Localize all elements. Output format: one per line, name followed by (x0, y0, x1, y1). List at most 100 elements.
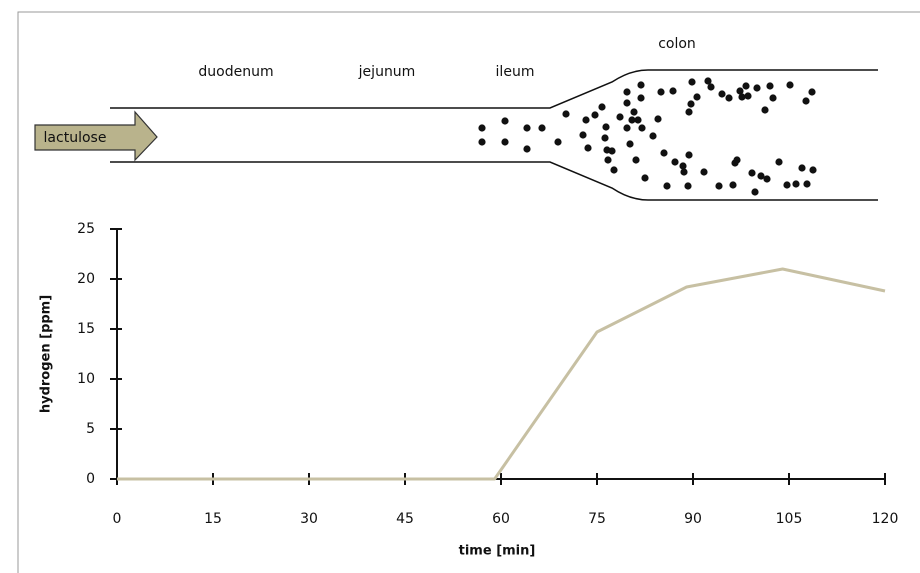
bacterium (523, 145, 530, 152)
bacterium (660, 149, 667, 156)
bacterium (608, 147, 615, 154)
bacterium (803, 180, 810, 187)
bacterium (663, 182, 670, 189)
bacterium (579, 131, 586, 138)
figure: lactulose duodenum jejunum ileum colon t… (0, 0, 920, 573)
x-tick-label: 120 (872, 511, 899, 527)
bacterium (742, 82, 749, 89)
intestine-diagram: lactulose duodenum jejunum ileum colon (35, 36, 878, 200)
y-tick-label: 20 (77, 271, 95, 287)
bacterium (501, 138, 508, 145)
bacterium (602, 123, 609, 130)
segment-label: ileum (496, 64, 535, 80)
page: lactulose duodenum jejunum ileum colon t… (0, 0, 920, 573)
y-tick-label: 15 (77, 321, 95, 337)
bacterium (601, 134, 608, 141)
bacterium (729, 181, 736, 188)
bacterium (809, 166, 816, 173)
bacterium (623, 88, 630, 95)
bacterium (738, 93, 745, 100)
frame (18, 12, 920, 573)
x-tick-label: 15 (204, 511, 222, 527)
x-tick-label: 45 (396, 511, 414, 527)
x-tick-label: 60 (492, 511, 510, 527)
bacterium (693, 93, 700, 100)
y-tick-label: 5 (86, 421, 95, 437)
bacterium (538, 124, 545, 131)
bacterium (623, 99, 630, 106)
bacterium (554, 138, 561, 145)
bacterium (798, 164, 805, 171)
bacterium (707, 83, 714, 90)
bacterium (685, 151, 692, 158)
bacterium (671, 158, 678, 165)
bacterium (725, 94, 732, 101)
tube-bottom (110, 162, 878, 200)
bacterium (733, 156, 740, 163)
bacterium (582, 116, 589, 123)
bacterium (792, 180, 799, 187)
substance-label: lactulose (44, 130, 107, 146)
bacterium (638, 124, 645, 131)
bacterium (478, 124, 485, 131)
bacterium (684, 182, 691, 189)
bacterium (751, 188, 758, 195)
bacterium (802, 97, 809, 104)
bacterium (808, 88, 815, 95)
bacterium (744, 92, 751, 99)
bacterium (562, 110, 569, 117)
bacterium (584, 144, 591, 151)
bacterium (763, 175, 770, 182)
bacterium (700, 168, 707, 175)
bacterium (687, 100, 694, 107)
bacterium (748, 169, 755, 176)
segment-label: jejunum (358, 64, 416, 80)
data-line (117, 269, 885, 479)
bacterium (598, 103, 605, 110)
bacterium (766, 82, 773, 89)
bacterium (501, 117, 508, 124)
x-tick-label: 90 (684, 511, 702, 527)
y-tick-label: 0 (86, 471, 95, 487)
bacterium (649, 132, 656, 139)
x-tick-label: 0 (113, 511, 122, 527)
bacterium (523, 124, 530, 131)
x-tick-label: 105 (776, 511, 803, 527)
bacterium (685, 108, 692, 115)
segment-label: colon (658, 36, 696, 52)
bacterium (616, 113, 623, 120)
bacterium (623, 124, 630, 131)
bacterium (786, 81, 793, 88)
x-axis-title: time [min] (459, 544, 536, 559)
bacterium (669, 87, 676, 94)
bacterium (715, 182, 722, 189)
bacterium (637, 94, 644, 101)
bacterium (604, 156, 611, 163)
bacterium (591, 111, 598, 118)
bacterium (478, 138, 485, 145)
bacterium (679, 162, 686, 169)
bacterium (630, 108, 637, 115)
bacterium (775, 158, 782, 165)
bacterium (637, 81, 644, 88)
segment-label: duodenum (198, 64, 273, 80)
bacterium (626, 140, 633, 147)
bacterium (688, 78, 695, 85)
bacterium (783, 181, 790, 188)
bacterium (769, 94, 776, 101)
bacterium (657, 88, 664, 95)
bacterium (610, 166, 617, 173)
y-tick-label: 25 (77, 221, 95, 237)
bacterium (654, 115, 661, 122)
bacterium (632, 156, 639, 163)
bacterium (680, 168, 687, 175)
bacterium (761, 106, 768, 113)
bacterium (634, 116, 641, 123)
bacterium (641, 174, 648, 181)
x-tick-label: 75 (588, 511, 606, 527)
x-tick-label: 30 (300, 511, 318, 527)
y-axis-title: hydrogen [ppm] (39, 295, 54, 413)
bacterium (753, 84, 760, 91)
bacterium (718, 90, 725, 97)
y-tick-label: 10 (77, 371, 95, 387)
